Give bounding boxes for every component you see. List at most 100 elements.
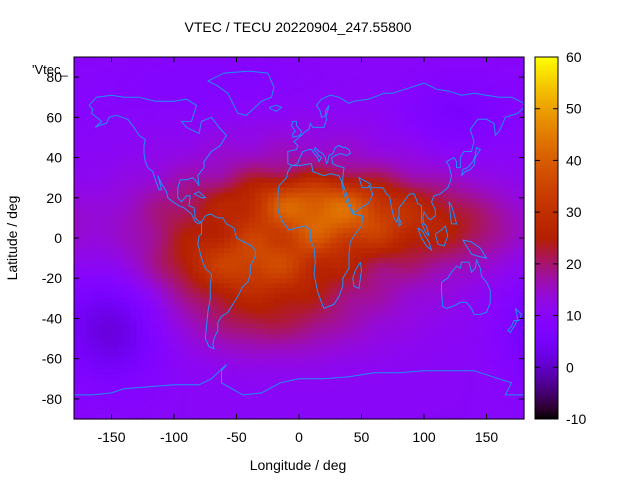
heatmap-cell [242,117,250,123]
heatmap-cell [292,283,300,289]
heatmap-cell [374,112,381,118]
heatmap-cell [380,363,388,370]
heatmap-cell [411,132,419,139]
heatmap-cell [349,283,356,289]
heatmap-cell [180,358,188,365]
heatmap-cell [111,232,119,239]
heatmap-cell [461,298,469,304]
heatmap-cell [130,243,138,249]
heatmap-cell [224,127,231,134]
heatmap-cell [361,388,369,395]
heatmap-cell [124,112,131,118]
heatmap-cell [274,182,281,189]
heatmap-cell [174,358,181,365]
heatmap-cell [436,253,444,259]
heatmap-cell [480,298,488,304]
heatmap-cell [136,263,144,269]
heatmap-cell [80,82,88,88]
heatmap-cell [430,107,438,113]
heatmap-cell [80,243,88,249]
heatmap-cell [236,162,244,169]
heatmap-cell [180,102,188,108]
heatmap-cell [136,243,144,249]
heatmap-cell [199,368,206,375]
heatmap-cell [399,137,406,144]
heatmap-cell [261,157,269,164]
heatmap-cell [74,137,81,144]
heatmap-cell [467,207,475,214]
heatmap-cell [261,187,269,194]
heatmap-cell [461,197,469,204]
heatmap-cell [199,207,206,214]
heatmap-cell [517,368,525,375]
heatmap-cell [186,368,194,375]
heatmap-cell [99,187,106,194]
heatmap-cell [211,222,219,229]
heatmap-cell [449,368,456,375]
heatmap-cell [411,323,419,330]
heatmap-cell [255,258,263,264]
heatmap-cell [261,298,269,304]
heatmap-cell [361,187,369,194]
heatmap-cell [180,192,188,199]
heatmap-cell [311,248,319,254]
heatmap-cell [430,167,438,174]
heatmap-cell [486,117,494,123]
heatmap-cell [336,298,344,304]
heatmap-cell [92,343,100,350]
heatmap-cell [330,97,338,103]
heatmap-cell [474,212,481,219]
heatmap-cell [324,177,331,184]
heatmap-cell [492,122,500,128]
heatmap-cell [480,102,488,108]
heatmap-cell [267,383,275,390]
heatmap-cell [399,82,406,88]
heatmap-cell [499,353,506,360]
heatmap-cell [124,207,131,214]
heatmap-cell [505,172,513,179]
heatmap-cell [442,87,450,93]
heatmap-cell [355,117,363,123]
heatmap-cell [511,298,519,304]
heatmap-cell [267,343,275,350]
heatmap-cell [311,82,319,88]
heatmap-cell [511,152,519,159]
heatmap-cell [342,202,350,209]
heatmap-cell [111,298,119,304]
heatmap-cell [417,127,425,134]
heatmap-cell [317,373,325,380]
heatmap-cell [242,127,250,134]
heatmap-cell [455,378,463,385]
heatmap-cell [217,343,225,350]
heatmap-cell [292,238,300,244]
heatmap-cell [511,323,519,330]
heatmap-cell [286,117,294,123]
heatmap-cell [430,82,438,88]
heatmap-cell [311,192,319,199]
heatmap-cell [399,227,406,234]
heatmap-cell [499,343,506,350]
heatmap-cell [349,187,356,194]
heatmap-cell [174,343,181,350]
heatmap-cell [111,112,119,118]
heatmap-cell [224,82,231,88]
heatmap-cell [261,248,269,254]
heatmap-cell [480,192,488,199]
heatmap-cell [211,393,219,400]
heatmap-cell [455,243,463,249]
heatmap-cell [405,112,413,118]
heatmap-cell [355,338,363,345]
heatmap-cell [117,378,125,385]
heatmap-cell [424,298,431,304]
heatmap-cell [117,278,125,284]
heatmap-cell [255,172,263,179]
heatmap-cell [486,212,494,219]
heatmap-cell [255,283,263,289]
heatmap-cell [449,388,456,395]
heatmap-cell [236,127,244,134]
heatmap-cell [399,197,406,204]
heatmap-cell [167,57,175,63]
heatmap-cell [230,197,238,204]
heatmap-cell [517,278,525,284]
heatmap-cell [511,77,519,83]
